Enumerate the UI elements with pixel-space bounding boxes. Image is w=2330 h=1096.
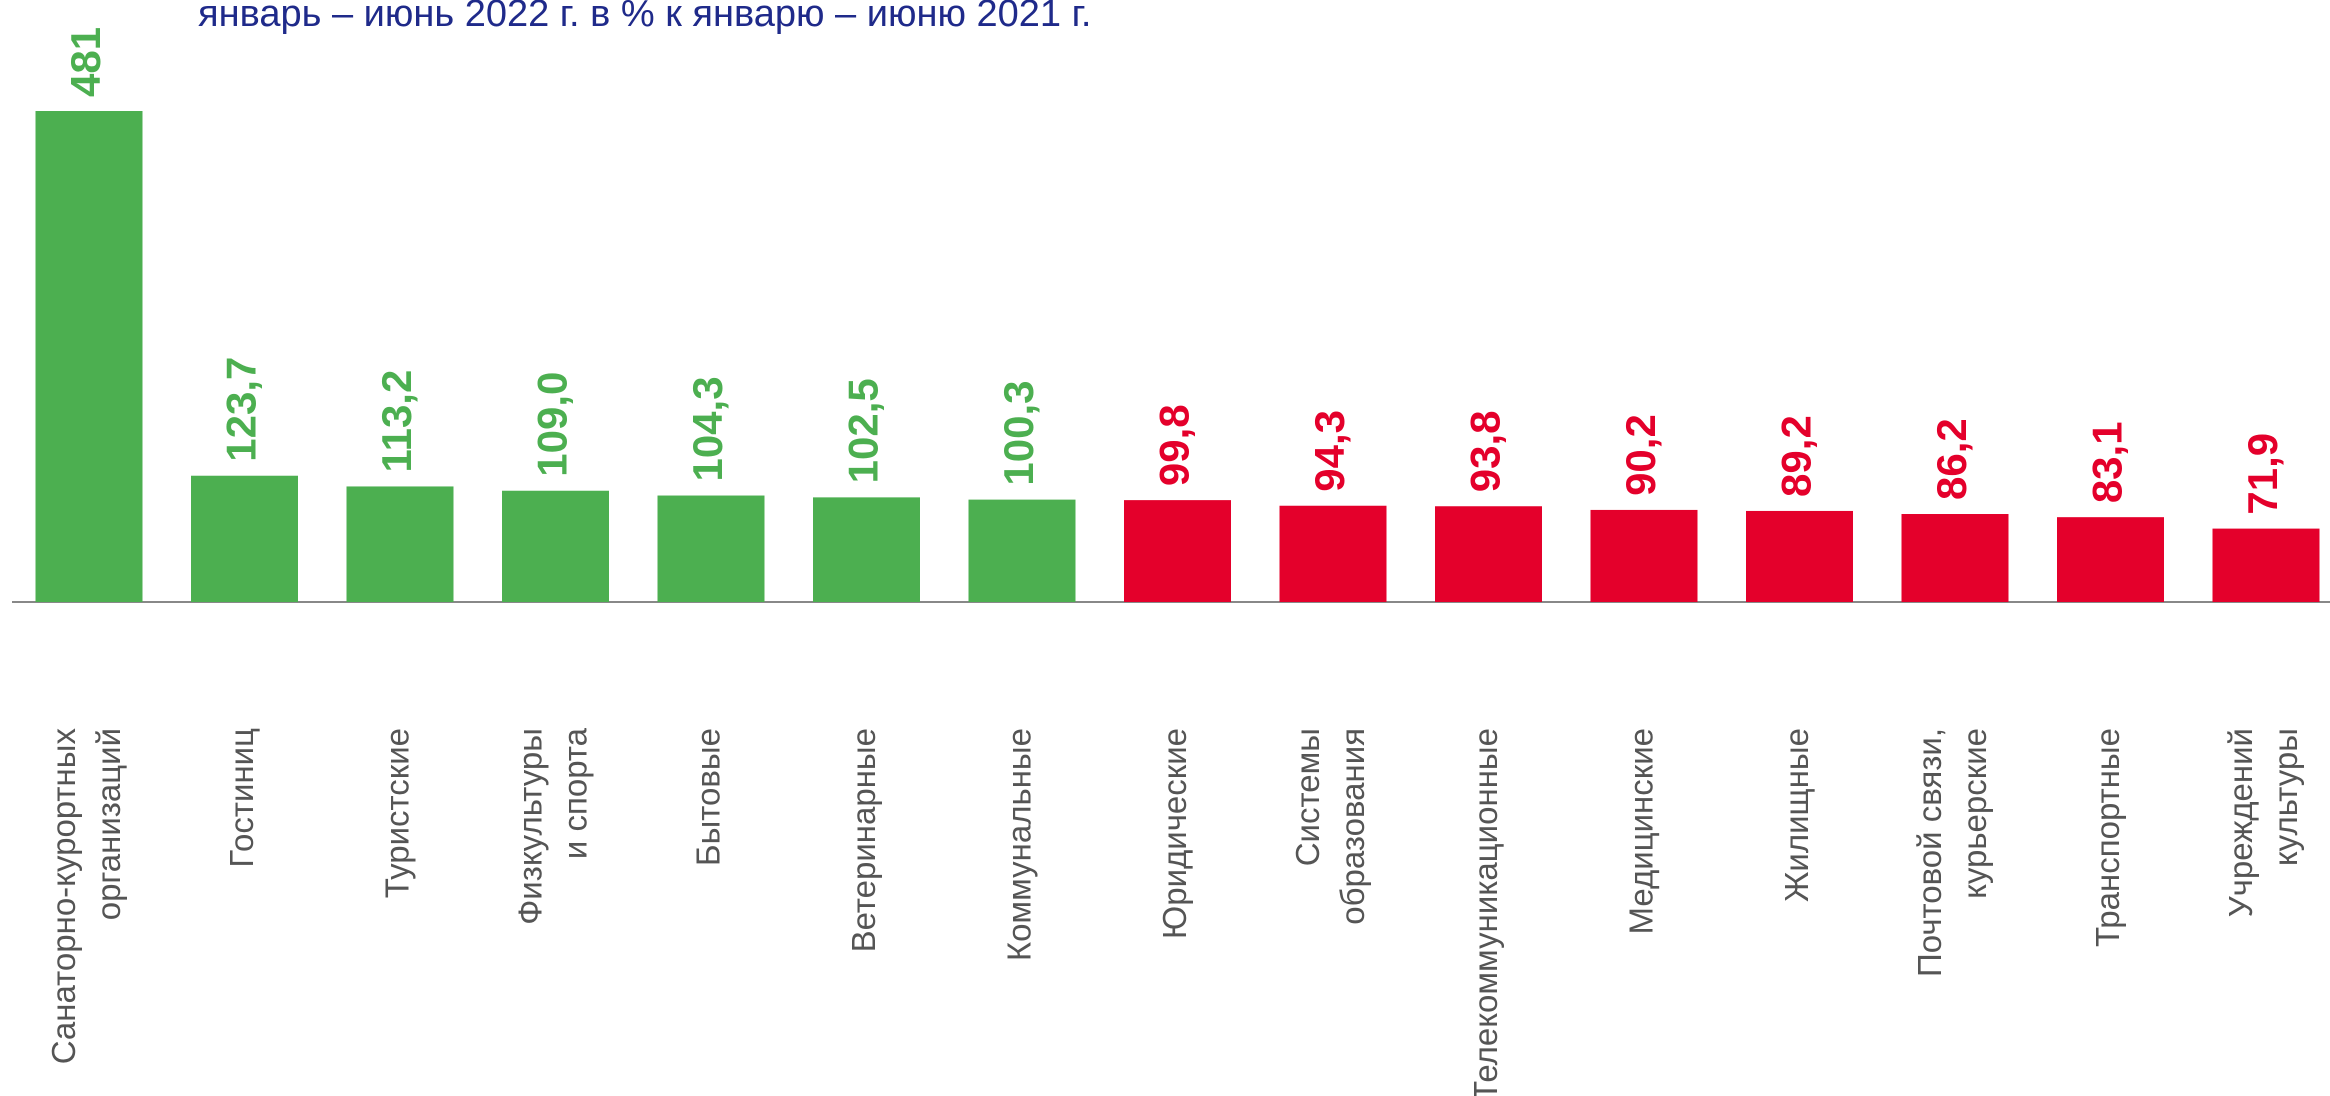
value-label: 94,3 bbox=[1306, 410, 1353, 492]
value-label: 99,8 bbox=[1151, 404, 1198, 486]
x-tick-label: Гостиниц bbox=[223, 728, 260, 868]
bar bbox=[1124, 500, 1231, 602]
bar bbox=[1901, 514, 2009, 602]
x-tick-label: Транспортные bbox=[2089, 728, 2126, 947]
bar bbox=[1746, 510, 1853, 602]
x-tick-label: организаций bbox=[90, 728, 127, 920]
x-tick-label: Телекоммуникационные bbox=[1467, 728, 1504, 1096]
value-label: 102,5 bbox=[840, 378, 887, 483]
value-label: 86,2 bbox=[1928, 418, 1975, 500]
value-label: 109,0 bbox=[529, 372, 576, 477]
x-tick-label: Юридические bbox=[1156, 728, 1193, 939]
x-tick-label: Туристские bbox=[379, 728, 416, 898]
x-tick-label: курьерские bbox=[1956, 728, 1993, 899]
value-label: 104,3 bbox=[684, 376, 731, 481]
value-label: 71,9 bbox=[2239, 433, 2286, 515]
chart-title: январь – июнь 2022 г. в % к январю – июн… bbox=[198, 0, 1091, 35]
x-tick-label: Учреждений bbox=[2222, 728, 2259, 917]
value-label: 113,2 bbox=[373, 370, 420, 473]
x-tick-label: Санаторно-курортных bbox=[45, 728, 82, 1065]
value-label: 89,2 bbox=[1773, 415, 1820, 497]
value-label: 123,7 bbox=[218, 357, 265, 462]
x-tick-label: Бытовые bbox=[690, 728, 727, 866]
bar bbox=[813, 497, 920, 602]
x-tick-label: Жилищные bbox=[1778, 728, 1815, 902]
value-label: 100,3 bbox=[995, 381, 1042, 486]
value-label: 90,2 bbox=[1617, 414, 1664, 496]
value-label: 481 bbox=[62, 27, 109, 97]
bar bbox=[502, 490, 609, 602]
bar bbox=[968, 499, 1076, 602]
x-tick-label: Медицинские bbox=[1623, 728, 1660, 934]
x-tick-label: Физкультуры bbox=[512, 728, 549, 925]
bar bbox=[2057, 517, 2164, 602]
value-label: 93,8 bbox=[1462, 410, 1509, 492]
bar bbox=[1279, 505, 1387, 602]
bar bbox=[1590, 509, 1698, 602]
x-tick-label: культуры bbox=[2267, 728, 2304, 866]
bar bbox=[1435, 506, 1542, 602]
x-tick-label: и спорта bbox=[557, 727, 594, 859]
bar bbox=[191, 475, 298, 602]
x-tick-label: Почтовой связи, bbox=[1911, 728, 1948, 977]
x-tick-label: образования bbox=[1334, 728, 1371, 925]
x-tick-label: Ветеринарные bbox=[845, 728, 882, 952]
bar bbox=[35, 111, 143, 602]
x-tick-label: Системы bbox=[1289, 728, 1326, 866]
x-tick-label: Коммунальные bbox=[1001, 728, 1038, 961]
value-label: 83,1 bbox=[2084, 421, 2131, 503]
bar bbox=[346, 486, 454, 602]
bar bbox=[2212, 528, 2320, 602]
bar bbox=[657, 495, 765, 602]
